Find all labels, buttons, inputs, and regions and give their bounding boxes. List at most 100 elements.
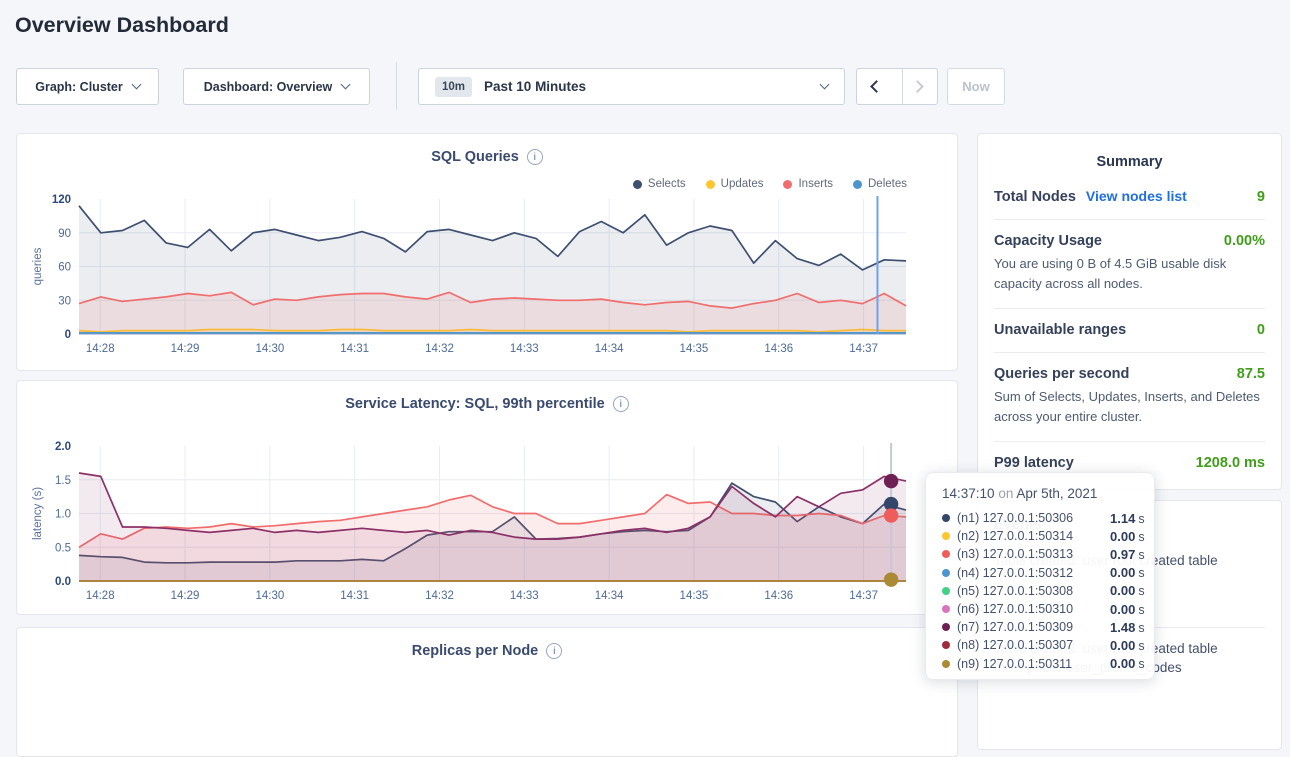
- summary-row-head: P99 latency 1208.0 ms: [994, 455, 1265, 471]
- tooltip-node-unit: s: [1138, 548, 1144, 562]
- x-tick-label: 14:37: [849, 343, 878, 355]
- info-icon[interactable]: i: [546, 643, 562, 659]
- summary-rows: Total NodesView nodes list9 Capacity Usag…: [994, 175, 1265, 485]
- view-nodes-list-link[interactable]: View nodes list: [1086, 188, 1187, 204]
- y-tick-label: 1.0: [55, 509, 71, 521]
- node-color-dot-icon: [942, 623, 950, 631]
- x-tick-label: 14:35: [680, 343, 709, 355]
- service-latency-chart-plot[interactable]: 14:2814:2914:3014:3114:3214:3314:3414:35…: [17, 381, 959, 614]
- summary-row-head: Queries per second87.5: [994, 366, 1265, 382]
- overview-dashboard-page: { "page": { "title": "Overview Dashboard…: [0, 0, 1290, 689]
- tooltip-node-unit: s: [1138, 584, 1144, 598]
- tooltip-node-value: 0.00s: [1110, 638, 1145, 653]
- sql-queries-chart-card: SQL Queries i SelectsUpdatesInsertsDelet…: [16, 133, 958, 371]
- graph-dropdown-label: Graph: Cluster: [35, 80, 123, 94]
- summary-panel: Summary Total NodesView nodes list9Capac…: [977, 133, 1282, 490]
- summary-row-head: Total NodesView nodes list9: [994, 188, 1265, 205]
- tooltip-node-row: (n6) 127.0.0.1:503100.00s: [942, 600, 1138, 618]
- x-tick-label: 14:31: [340, 590, 369, 602]
- x-tick-label: 14:28: [86, 343, 115, 355]
- tooltip-node-value: 0.00s: [1110, 583, 1145, 598]
- time-step-back-button[interactable]: [857, 69, 892, 104]
- tooltip-date: Apr 5th, 2021: [1016, 486, 1097, 501]
- tooltip-node-row: (n2) 127.0.0.1:503140.00s: [942, 527, 1138, 545]
- y-axis-label: latency (s): [32, 487, 44, 540]
- x-tick-label: 14:29: [171, 590, 200, 602]
- tooltip-node-label: (n5) 127.0.0.1:50308: [957, 584, 1103, 598]
- summary-row-1: Capacity Usage0.00%You are using 0 B of …: [994, 220, 1265, 309]
- tooltip-node-unit: s: [1138, 603, 1144, 617]
- chevron-left-icon: [870, 80, 883, 93]
- x-tick-label: 14:32: [425, 343, 454, 355]
- dashboard-dropdown[interactable]: Dashboard: Overview: [183, 68, 370, 105]
- now-button[interactable]: Now: [947, 68, 1005, 105]
- y-tick-label: 1.5: [55, 475, 71, 487]
- time-range-badge: 10m: [435, 77, 472, 97]
- tooltip-node-value: 0.00s: [1110, 529, 1145, 544]
- y-axis-label: queries: [32, 247, 44, 285]
- tooltip-node-row: (n5) 127.0.0.1:503080.00s: [942, 582, 1138, 600]
- y-tick-label: 0: [65, 329, 71, 341]
- service-latency-chart-card: Service Latency: SQL, 99th percentile i …: [16, 380, 958, 615]
- tooltip-node-label: (n2) 127.0.0.1:50314: [957, 529, 1103, 543]
- x-tick-label: 14:33: [510, 590, 539, 602]
- node-color-dot-icon: [942, 550, 950, 558]
- x-tick-label: 14:34: [595, 343, 624, 355]
- tooltip-node-value: 0.00s: [1110, 602, 1145, 617]
- summary-row-2: Unavailable ranges0: [994, 309, 1265, 353]
- x-tick-label: 14:32: [425, 590, 454, 602]
- summary-row-description: You are using 0 B of 4.5 GiB usable disk…: [994, 254, 1265, 294]
- tooltip-node-unit: s: [1138, 639, 1144, 653]
- x-tick-label: 14:34: [595, 590, 624, 602]
- tooltip-node-value: 0.00s: [1110, 656, 1145, 671]
- x-tick-label: 14:30: [255, 590, 284, 602]
- summary-row-value: 0: [1257, 322, 1265, 338]
- tooltip-node-unit: s: [1138, 621, 1144, 635]
- node-color-dot-icon: [942, 514, 950, 522]
- time-step-buttons: [856, 68, 938, 105]
- replicas-per-node-chart-title: Replicas per Node: [412, 643, 539, 659]
- x-tick-label: 14:36: [764, 590, 793, 602]
- time-range-dropdown[interactable]: 10m Past 10 Minutes: [418, 68, 845, 105]
- y-tick-label: 0.5: [55, 542, 71, 554]
- chart-hover-tooltip: 14:37:10 on Apr 5th, 2021 (n1) 127.0.0.1…: [925, 472, 1155, 680]
- node-color-dot-icon: [942, 532, 950, 540]
- tooltip-node-label: (n4) 127.0.0.1:50312: [957, 566, 1103, 580]
- node-color-dot-icon: [942, 641, 950, 649]
- tooltip-time: 14:37:10: [942, 486, 995, 501]
- y-tick-label: 30: [58, 295, 71, 307]
- summary-row-3: Queries per second87.5 Sum of Selects, Up…: [994, 353, 1265, 442]
- y-tick-label: 120: [52, 194, 71, 206]
- sql-queries-chart-plot[interactable]: 14:2814:2914:3014:3114:3214:3314:3414:35…: [17, 134, 959, 370]
- tooltip-node-row: (n8) 127.0.0.1:503070.00s: [942, 636, 1138, 654]
- toolbar-divider: [396, 62, 397, 110]
- chevron-down-icon: [820, 80, 830, 90]
- tooltip-timestamp: 14:37:10 on Apr 5th, 2021: [942, 486, 1138, 501]
- x-tick-label: 14:31: [340, 343, 369, 355]
- hover-point-dot: [884, 508, 898, 522]
- summary-row-description: Sum of Selects, Updates, Inserts, and De…: [994, 387, 1265, 427]
- tooltip-node-value: 0.00s: [1110, 565, 1145, 580]
- chevron-down-icon: [131, 80, 141, 90]
- tooltip-node-rows: (n1) 127.0.0.1:503061.14s(n2) 127.0.0.1:…: [942, 509, 1138, 673]
- time-step-forward-button[interactable]: [902, 69, 937, 104]
- y-tick-label: 0.0: [55, 576, 71, 588]
- x-tick-label: 14:28: [86, 590, 115, 602]
- x-tick-label: 14:30: [255, 343, 284, 355]
- tooltip-node-row: (n1) 127.0.0.1:503061.14s: [942, 509, 1138, 527]
- summary-row-value: 1208.0 ms: [1196, 455, 1265, 471]
- summary-row-0: Total NodesView nodes list9: [994, 175, 1265, 220]
- summary-row-label: Queries per second: [994, 366, 1129, 382]
- tooltip-node-value: 0.97s: [1110, 547, 1145, 562]
- dashboard-dropdown-label: Dashboard: Overview: [204, 80, 333, 94]
- tooltip-node-unit: s: [1138, 657, 1144, 671]
- y-tick-label: 90: [58, 228, 71, 240]
- tooltip-node-row: (n7) 127.0.0.1:503091.48s: [942, 618, 1138, 636]
- summary-row-label: P99 latency: [994, 455, 1074, 471]
- tooltip-node-unit: s: [1138, 530, 1144, 544]
- graph-dropdown[interactable]: Graph: Cluster: [16, 68, 159, 105]
- tooltip-node-unit: s: [1138, 566, 1144, 580]
- tooltip-node-row: (n9) 127.0.0.1:503110.00s: [942, 655, 1138, 673]
- tooltip-node-label: (n9) 127.0.0.1:50311: [957, 657, 1103, 671]
- tooltip-node-row: (n4) 127.0.0.1:503120.00s: [942, 564, 1138, 582]
